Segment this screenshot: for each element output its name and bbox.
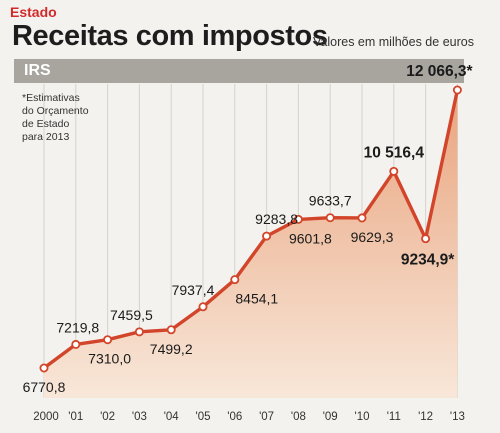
estimate-note-line: do Orçamento <box>22 105 89 117</box>
x-tick-label: '02 <box>100 411 115 423</box>
data-label: 7459,5 <box>110 307 153 323</box>
x-tick-label: '08 <box>291 411 306 423</box>
data-point <box>134 327 144 337</box>
estimate-note-line: de Estado <box>22 118 70 130</box>
data-point <box>325 213 335 223</box>
data-point <box>262 231 272 241</box>
data-labels: 6770,8 7219,8 7310,0 7459,5 7499,2 7937,4 8454… <box>23 63 474 395</box>
series-band <box>14 59 464 83</box>
data-point <box>357 213 367 223</box>
x-axis-ticks: 2000 '01 '02 '03 '04 '05 '06 '07 '08 '09 '10 '11 '12… <box>33 411 465 423</box>
estimate-note-line: para 2013 <box>22 131 70 143</box>
series-line <box>42 89 460 370</box>
estimate-note: *Estimativas do Orçamento de Estado para… <box>22 92 142 144</box>
x-tick-label: '12 <box>418 411 433 423</box>
data-label: 7219,8 <box>56 319 99 335</box>
x-tick-label: '03 <box>132 411 147 423</box>
estimate-note-line: *Estimativas <box>22 92 80 104</box>
x-tick-label: '04 <box>164 411 180 423</box>
data-point <box>293 214 303 224</box>
data-point <box>166 325 176 335</box>
x-tick-label: '01 <box>68 411 83 423</box>
x-tick-label: 2000 <box>33 411 59 423</box>
chart-title: Receitas com impostos <box>12 20 328 52</box>
x-tick-label: '07 <box>259 411 274 423</box>
x-tick-label: '05 <box>196 411 211 423</box>
data-label: 12 066,3* <box>406 63 473 80</box>
data-point <box>39 363 49 373</box>
chart-subtitle: Valores em milhões de euros <box>313 35 474 49</box>
x-tick-label: '11 <box>387 411 401 423</box>
section-label: Estado <box>10 4 57 20</box>
data-label: 9234,9* <box>401 252 455 269</box>
data-label: 7499,2 <box>150 341 193 357</box>
data-label: 8454,1 <box>235 291 278 307</box>
data-label: 9601,8 <box>289 230 332 246</box>
data-label: 10 516,4 <box>364 144 425 161</box>
data-label: 7937,4 <box>172 282 215 298</box>
data-label: 7310,0 <box>88 351 131 367</box>
data-label: 9629,3 <box>351 229 394 245</box>
data-point <box>421 234 431 244</box>
data-label: 9633,7 <box>309 193 352 209</box>
x-tick-label: '09 <box>323 411 338 423</box>
data-label: 9283,8 <box>255 211 298 227</box>
data-point <box>389 166 399 176</box>
data-points <box>39 85 462 373</box>
area-fill <box>44 90 458 398</box>
data-label: 6770,8 <box>23 379 66 395</box>
data-point <box>230 275 240 285</box>
series-band-label: IRS <box>24 62 51 79</box>
data-point <box>452 85 462 95</box>
data-point <box>103 335 113 345</box>
x-tick-label: '13 <box>450 411 465 423</box>
x-tick-label: '10 <box>355 411 370 423</box>
data-point <box>198 302 208 312</box>
data-point <box>71 339 81 349</box>
x-tick-label: '06 <box>227 411 242 423</box>
